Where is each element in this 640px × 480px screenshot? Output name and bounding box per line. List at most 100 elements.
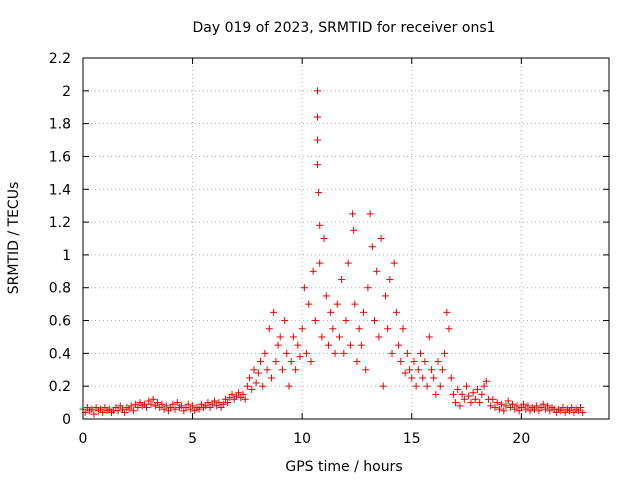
data-point	[463, 382, 471, 390]
data-point	[390, 259, 398, 267]
data-point	[474, 385, 481, 393]
data-point	[436, 382, 444, 390]
data-point	[309, 267, 317, 275]
data-point	[318, 333, 326, 341]
data-point	[228, 390, 236, 398]
data-point	[381, 292, 389, 300]
data-point	[447, 374, 455, 382]
data-point	[276, 333, 284, 341]
y-axis-label: SRMTID / TECUs	[6, 182, 22, 295]
data-point	[520, 400, 528, 408]
data-point	[449, 390, 457, 398]
data-point	[316, 259, 324, 267]
data-point	[189, 402, 197, 410]
data-point	[239, 390, 247, 398]
data-point	[509, 400, 517, 408]
data-point	[513, 402, 521, 410]
data-point	[274, 341, 282, 349]
data-point	[289, 333, 297, 341]
data-point	[384, 325, 392, 333]
data-point	[270, 308, 278, 316]
y-tick-label: 0.4	[49, 346, 71, 362]
data-point	[235, 389, 243, 397]
data-point	[445, 325, 453, 333]
data-point	[360, 308, 368, 316]
data-point	[316, 221, 324, 229]
data-point	[406, 366, 414, 374]
data-point	[346, 341, 354, 349]
data-point	[364, 284, 372, 292]
data-point	[495, 405, 503, 413]
data-points	[79, 87, 587, 418]
data-point	[204, 399, 212, 407]
data-point	[320, 235, 328, 242]
data-point	[261, 349, 269, 357]
y-tick-label: 1.4	[49, 182, 71, 198]
y-tick-label: 1.2	[49, 215, 71, 231]
data-point	[338, 276, 346, 284]
data-point	[417, 349, 425, 357]
y-tick-label: 0.6	[49, 314, 71, 330]
x-axis-ticks: 0 5 10 15 20	[79, 58, 530, 447]
data-point	[263, 366, 271, 374]
data-point	[173, 399, 181, 407]
y-tick-label: 1.8	[49, 117, 71, 133]
data-point	[423, 382, 431, 390]
data-point	[283, 349, 291, 357]
y-tick-label: 0.8	[49, 281, 71, 297]
y-tick-label: 0	[62, 412, 71, 428]
data-point	[368, 243, 376, 251]
data-point	[171, 405, 179, 413]
x-tick-label: 15	[403, 431, 421, 447]
data-point	[154, 399, 162, 407]
data-point	[294, 341, 302, 349]
data-point	[267, 374, 275, 382]
data-point	[577, 404, 585, 412]
data-point	[340, 349, 348, 357]
data-point	[134, 404, 142, 412]
data-point	[314, 113, 322, 121]
data-point	[425, 333, 433, 341]
data-point	[568, 404, 576, 412]
data-point	[265, 325, 273, 333]
data-point	[353, 358, 361, 366]
data-point	[452, 399, 460, 407]
data-point	[504, 397, 512, 405]
data-point	[375, 333, 383, 341]
data-point	[300, 284, 308, 292]
data-point	[149, 395, 157, 403]
data-point	[443, 308, 451, 316]
x-tick-label: 5	[188, 431, 197, 447]
data-point	[388, 349, 396, 357]
data-point	[331, 349, 339, 357]
data-point	[178, 402, 186, 410]
data-point	[241, 395, 249, 403]
data-point	[121, 408, 129, 416]
data-point	[392, 308, 400, 316]
data-point	[224, 399, 232, 407]
data-point	[335, 333, 343, 341]
data-point	[158, 400, 166, 408]
data-point	[441, 349, 449, 357]
y-axis-ticks: 0 0.2 0.4 0.6 0.8 1 1.2 1.4 1.6 1.8 2 2.2	[49, 51, 609, 428]
data-point	[281, 317, 289, 325]
data-point	[143, 404, 151, 412]
data-point	[377, 235, 385, 242]
data-point	[259, 382, 267, 390]
data-point	[480, 382, 488, 390]
data-point	[90, 410, 98, 418]
data-point	[349, 210, 357, 218]
data-point	[215, 399, 223, 407]
y-tick-label: 2.2	[49, 51, 71, 67]
y-tick-label: 1	[62, 248, 71, 264]
data-point	[327, 308, 335, 316]
data-point	[329, 325, 337, 333]
data-point	[219, 400, 227, 408]
data-point	[465, 392, 473, 400]
data-point	[246, 374, 254, 382]
data-point	[314, 87, 322, 95]
y-tick-label: 0.2	[49, 379, 71, 395]
data-point	[285, 382, 293, 390]
data-point	[421, 358, 429, 366]
